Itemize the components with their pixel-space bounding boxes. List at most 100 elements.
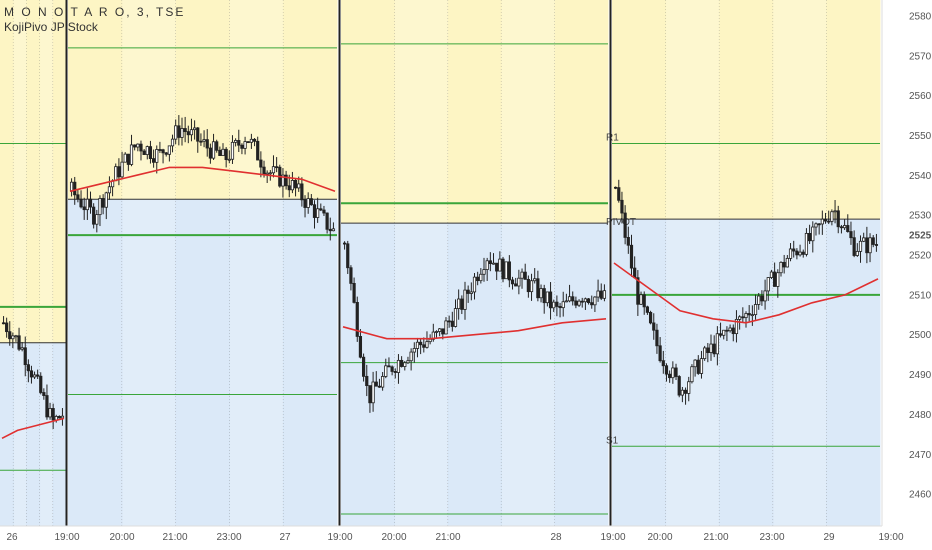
candle-body — [284, 174, 288, 187]
candle-body — [849, 231, 853, 239]
candle-body — [26, 364, 30, 372]
price-axis[interactable]: 2460 2470 2480 2490 2500 2510 2520 2530 2540 2550… — [881, 0, 932, 550]
candle-body — [463, 289, 467, 310]
candle-body — [136, 143, 140, 148]
candle-body — [510, 279, 515, 285]
candle-body — [529, 280, 534, 293]
candle-body — [804, 233, 809, 255]
candle-body — [428, 338, 432, 343]
candle-body — [384, 365, 388, 377]
candle-body — [234, 140, 238, 143]
candle-body — [371, 381, 375, 404]
vwap-line — [1, 417, 65, 440]
time-tick-label: 21:00 — [435, 532, 460, 543]
candle-body — [393, 371, 397, 373]
candle-body — [855, 250, 859, 256]
candle-body — [145, 146, 149, 155]
candle-body — [126, 153, 130, 165]
time-axis[interactable]: 26 19:00 20:00 21:00 23:00 27 19:00 20:00 21:00 2… — [0, 525, 932, 550]
candle-body — [271, 166, 276, 174]
candle-body — [211, 141, 216, 159]
candle-body — [871, 237, 875, 245]
candle-body — [469, 291, 473, 294]
vwap-line — [342, 318, 607, 340]
candle-body — [602, 290, 607, 299]
time-tick-label: 27 — [279, 532, 291, 543]
zone-below-pivot — [121, 199, 177, 526]
candle-body — [599, 290, 603, 299]
zone-above-pivot — [13, 0, 27, 343]
candle-body — [552, 301, 556, 309]
candle-body — [400, 359, 404, 367]
candle-body — [766, 277, 770, 292]
candle-body — [60, 415, 65, 419]
candle-body — [11, 335, 15, 340]
candle-body — [32, 374, 37, 378]
candle-body — [561, 301, 565, 309]
candle-body — [387, 365, 391, 368]
candle-body — [769, 271, 774, 278]
candle-body — [20, 347, 24, 350]
candle-body — [365, 375, 369, 387]
candle-body — [186, 131, 190, 136]
candle-body — [243, 141, 247, 149]
candle-body — [419, 341, 423, 346]
candle-body — [441, 328, 445, 335]
zone-below-pivot — [394, 223, 449, 526]
last-price-label: 2525 — [909, 231, 932, 242]
candle-body — [548, 291, 553, 309]
candle-body — [690, 366, 694, 383]
candle-body — [358, 336, 363, 358]
candle-body — [431, 331, 435, 340]
candle-body — [117, 166, 121, 178]
candle-body — [287, 185, 291, 191]
s1-label: S1 — [606, 435, 619, 446]
candle-body — [123, 153, 127, 163]
candle-body — [843, 225, 847, 229]
candle-body — [523, 271, 527, 280]
candle-body — [319, 208, 323, 211]
candle-body — [520, 271, 524, 279]
candle-body — [773, 271, 777, 287]
candle-body — [533, 278, 537, 282]
candle-body — [639, 294, 643, 305]
candle-body — [158, 149, 162, 151]
candle-body — [545, 291, 549, 304]
candle-body — [303, 199, 307, 208]
candle-body — [763, 290, 767, 302]
candle-body — [498, 258, 502, 272]
candle-body — [798, 251, 802, 256]
candle-body — [205, 139, 209, 149]
candle-body — [92, 206, 96, 225]
candle-body — [297, 183, 301, 189]
candle-body — [29, 370, 34, 378]
candle-body — [661, 360, 665, 367]
vwap-line — [613, 262, 879, 324]
candle-body — [415, 341, 420, 349]
candle-body — [23, 347, 27, 366]
candle-body — [738, 316, 742, 320]
candle-body — [817, 223, 821, 226]
candle-body — [517, 277, 521, 287]
price-tick-label: 2510 — [909, 290, 932, 301]
candle-body — [620, 199, 624, 214]
candle-body — [526, 278, 530, 293]
candle-body — [120, 161, 124, 178]
price-tick-label: 2460 — [909, 490, 932, 501]
candle-body — [830, 211, 834, 222]
candle-body — [8, 331, 12, 340]
candle-body — [161, 149, 165, 154]
candle-body — [590, 302, 594, 306]
candle-body — [814, 223, 818, 228]
candle-body — [536, 278, 540, 299]
time-tick-label: 23:00 — [216, 532, 241, 543]
candle-body — [514, 283, 518, 287]
price-axis-bg — [882, 0, 932, 550]
session-dividers — [65, 0, 612, 526]
candle-body — [381, 376, 385, 388]
candle-body — [846, 225, 850, 232]
candle-body — [79, 198, 83, 208]
price-tick-label: 2500 — [909, 330, 932, 341]
candle-body — [17, 335, 21, 350]
